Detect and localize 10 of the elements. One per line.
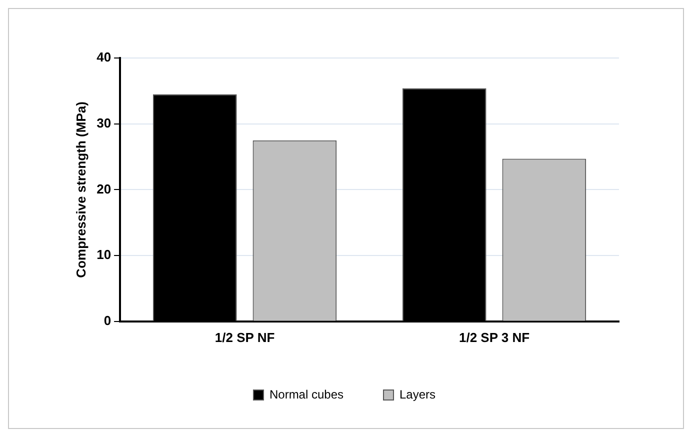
x-tick-label: 1/2 SP 3 NF bbox=[458, 330, 530, 345]
legend-label: Layers bbox=[400, 387, 436, 402]
y-tick-label: 20 bbox=[96, 181, 112, 196]
y-tick-label: 0 bbox=[104, 312, 112, 328]
y-axis-title: Compressive strength (MPa) bbox=[73, 102, 88, 278]
x-tick-label: 1/2 SP NF bbox=[214, 330, 275, 345]
y-tick-label: 40 bbox=[96, 50, 112, 65]
y-tick-label: 30 bbox=[96, 115, 112, 130]
y-tick-label: 10 bbox=[96, 247, 112, 262]
legend-label: Normal cubes bbox=[269, 387, 344, 402]
